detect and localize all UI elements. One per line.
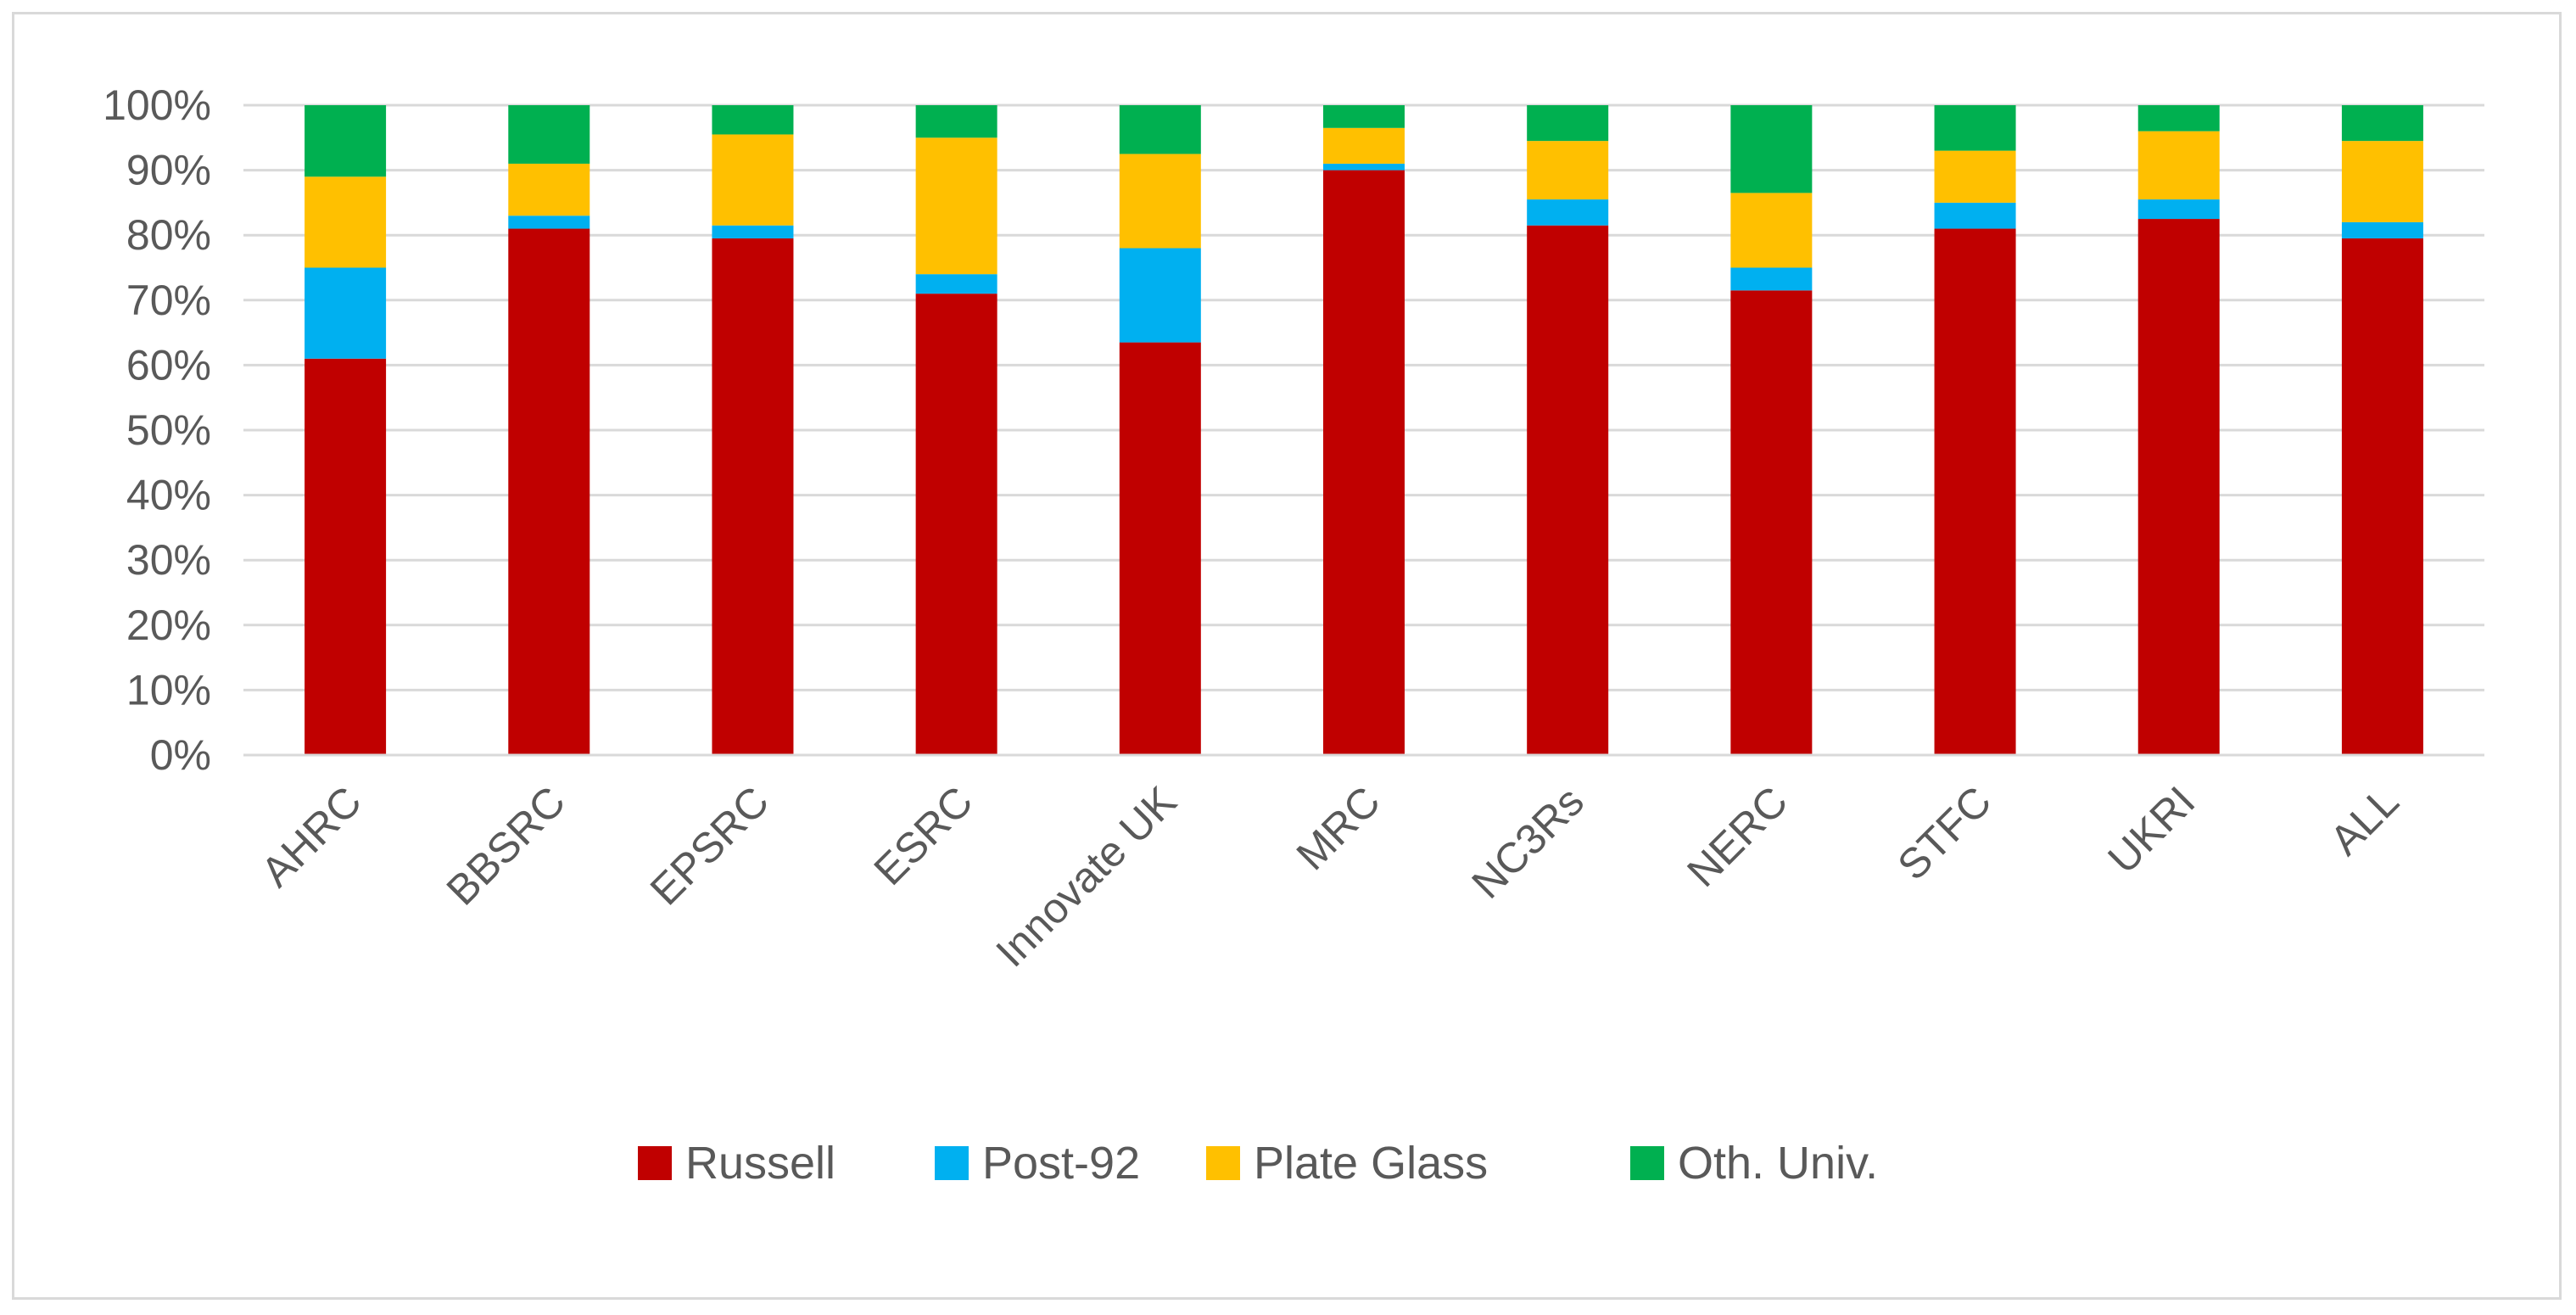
- chart-frame: 0% 10% 20% 30% 40% 50% 60% 70% 80% 90% 100% AHRC BB…: [12, 12, 2562, 1300]
- x-tick-label: BBSRC: [438, 777, 574, 914]
- x-tick-label: MRC: [1288, 777, 1389, 879]
- bar-segment: [1323, 105, 1405, 128]
- bar-segment: [2341, 141, 2423, 222]
- x-tick-label: Innovate UK: [986, 777, 1185, 976]
- legend-swatch: [935, 1146, 969, 1180]
- y-tick-label: 50%: [126, 406, 211, 454]
- bar-segment: [1119, 248, 1201, 343]
- legend-label: Plate Glass: [1254, 1138, 1488, 1189]
- y-tick-label: 60%: [126, 341, 211, 389]
- bar-segment: [1119, 105, 1201, 154]
- bar-segment: [712, 105, 794, 135]
- bar-segment: [712, 238, 794, 755]
- y-tick-label: 90%: [126, 147, 211, 194]
- legend-label: Oth. Univ.: [1678, 1138, 1878, 1189]
- legend-label: Post-92: [982, 1138, 1140, 1189]
- bar-segment: [1323, 170, 1405, 756]
- x-tick-label: ALL: [2321, 777, 2408, 865]
- x-tick-label: ESRC: [865, 777, 982, 894]
- bar-segment: [305, 358, 387, 755]
- bar-segment: [2137, 199, 2220, 220]
- bar-segment: [1119, 342, 1201, 755]
- bar-segment: [1934, 228, 2016, 755]
- bars: [305, 105, 2423, 756]
- legend-swatch: [1206, 1146, 1240, 1180]
- x-tick-label: UKRI: [2098, 777, 2204, 882]
- y-tick-label: 10%: [126, 666, 211, 713]
- x-tick-label: EPSRC: [641, 777, 778, 914]
- bar-segment: [508, 105, 590, 164]
- bar-segment: [1527, 141, 1609, 200]
- bar-segment: [1730, 267, 1813, 291]
- bar-segment: [1527, 199, 1609, 226]
- legend-swatch: [1630, 1146, 1664, 1180]
- legend: Russell Post-92 Plate Glass Oth. Univ.: [638, 1138, 1878, 1189]
- bar-segment: [1119, 154, 1201, 249]
- bar-segment: [508, 163, 590, 216]
- y-tick-label: 80%: [126, 211, 211, 259]
- y-tick-label: 40%: [126, 472, 211, 519]
- legend-swatch: [638, 1146, 672, 1180]
- bar-segment: [508, 228, 590, 755]
- bar-segment: [2341, 238, 2423, 755]
- bar-segment: [1934, 150, 2016, 203]
- bar-segment: [2341, 105, 2423, 142]
- y-tick-label: 0%: [150, 731, 211, 779]
- x-tick-label: NERC: [1678, 777, 1796, 896]
- bar-segment: [915, 137, 997, 275]
- x-axis-labels: AHRC BBSRC EPSRC ESRC Innovate UK MRC NC3Rs NER…: [252, 777, 2408, 976]
- stacked-bar-chart: 0% 10% 20% 30% 40% 50% 60% 70% 80% 90% 100% AHRC BB…: [103, 81, 2484, 1189]
- bar-segment: [1934, 105, 2016, 151]
- bar-segment: [508, 215, 590, 229]
- bar-segment: [2341, 221, 2423, 239]
- bar-segment: [2137, 105, 2220, 132]
- bar-segment: [2137, 219, 2220, 755]
- bar-segment: [1527, 105, 1609, 142]
- bar-segment: [2137, 131, 2220, 200]
- bar-segment: [1934, 202, 2016, 229]
- legend-label: Russell: [685, 1138, 835, 1189]
- bar-segment: [1527, 225, 1609, 755]
- bar-segment: [1730, 193, 1813, 268]
- x-tick-label: AHRC: [252, 777, 371, 896]
- bar-segment: [305, 176, 387, 268]
- bar-segment: [915, 294, 997, 755]
- bar-segment: [712, 134, 794, 226]
- y-axis-labels: 0% 10% 20% 30% 40% 50% 60% 70% 80% 90% 100%: [103, 81, 211, 779]
- bar-segment: [915, 105, 997, 138]
- bar-segment: [1323, 163, 1405, 171]
- bar-segment: [1730, 105, 1813, 193]
- y-tick-label: 70%: [126, 277, 211, 324]
- y-tick-label: 100%: [103, 81, 211, 129]
- x-tick-label: NC3Rs: [1462, 777, 1593, 908]
- y-tick-label: 30%: [126, 536, 211, 584]
- bar-segment: [305, 105, 387, 177]
- bar-segment: [915, 274, 997, 294]
- bar-segment: [1730, 290, 1813, 755]
- bar-segment: [1323, 127, 1405, 164]
- x-tick-label: STFC: [1888, 777, 2000, 889]
- bar-segment: [305, 267, 387, 359]
- bar-segment: [712, 225, 794, 239]
- y-tick-label: 20%: [126, 602, 211, 649]
